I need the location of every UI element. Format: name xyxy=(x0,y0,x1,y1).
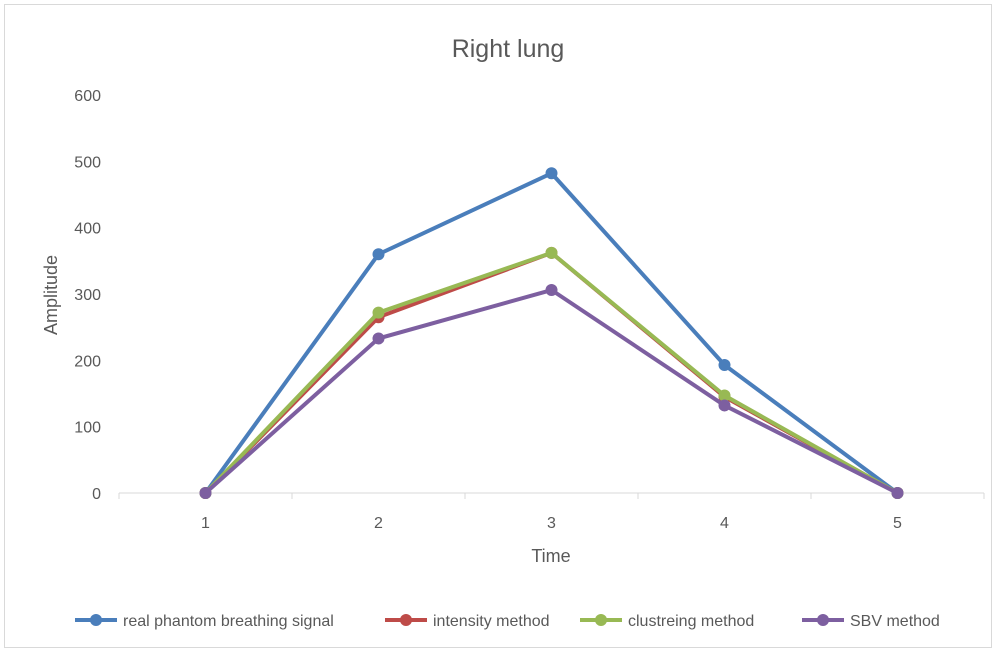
chart-title: Right lung xyxy=(452,35,565,63)
legend-label: real phantom breathing signal xyxy=(123,613,334,630)
data-point xyxy=(891,487,904,499)
legend-item: real phantom breathing signal xyxy=(75,613,334,630)
y-tick-label: 0 xyxy=(92,486,101,503)
y-tick-label: 400 xyxy=(74,221,101,238)
x-axis-label: Time xyxy=(531,546,570,566)
data-point xyxy=(372,248,385,261)
data-point xyxy=(545,284,558,297)
legend-swatch-marker xyxy=(595,614,607,626)
data-point xyxy=(372,332,385,345)
x-tick-label: 5 xyxy=(893,515,902,532)
x-axis: 1 2 3 4 5 xyxy=(118,492,985,532)
data-point xyxy=(718,358,731,371)
x-tick-label: 3 xyxy=(547,515,556,532)
series-1 xyxy=(199,167,904,499)
legend-label: intensity method xyxy=(433,613,550,630)
series-line xyxy=(203,288,900,495)
legend-item: clustreing method xyxy=(580,613,754,630)
series-4 xyxy=(199,284,904,499)
legend-label: clustreing method xyxy=(628,613,754,630)
legend-item: intensity method xyxy=(385,613,550,630)
y-tick-label: 100 xyxy=(74,420,101,437)
data-point xyxy=(718,389,731,402)
data-point xyxy=(372,306,385,319)
data-point xyxy=(545,246,558,259)
y-axis: 0 100 200 300 400 500 600 xyxy=(74,88,101,503)
y-axis-label: Amplitude xyxy=(41,255,61,335)
legend-swatch-marker xyxy=(400,614,412,626)
legend-item: SBV method xyxy=(802,613,940,630)
y-tick-label: 600 xyxy=(74,88,101,105)
x-tick-label: 4 xyxy=(720,515,729,532)
legend-swatch-marker xyxy=(90,614,102,626)
legend-label: SBV method xyxy=(850,613,940,630)
y-tick-label: 200 xyxy=(74,353,101,370)
data-point xyxy=(718,399,731,412)
data-point xyxy=(199,487,212,499)
y-tick-label: 500 xyxy=(74,154,101,171)
y-tick-label: 300 xyxy=(74,287,101,304)
legend: real phantom breathing signal intensity m… xyxy=(75,613,940,630)
chart-frame xyxy=(4,4,992,648)
series-layer xyxy=(199,167,904,499)
x-tick-label: 2 xyxy=(374,515,383,532)
data-point xyxy=(545,167,558,180)
legend-swatch-marker xyxy=(817,614,829,626)
series-line xyxy=(203,171,900,495)
x-tick-label: 1 xyxy=(201,515,210,532)
